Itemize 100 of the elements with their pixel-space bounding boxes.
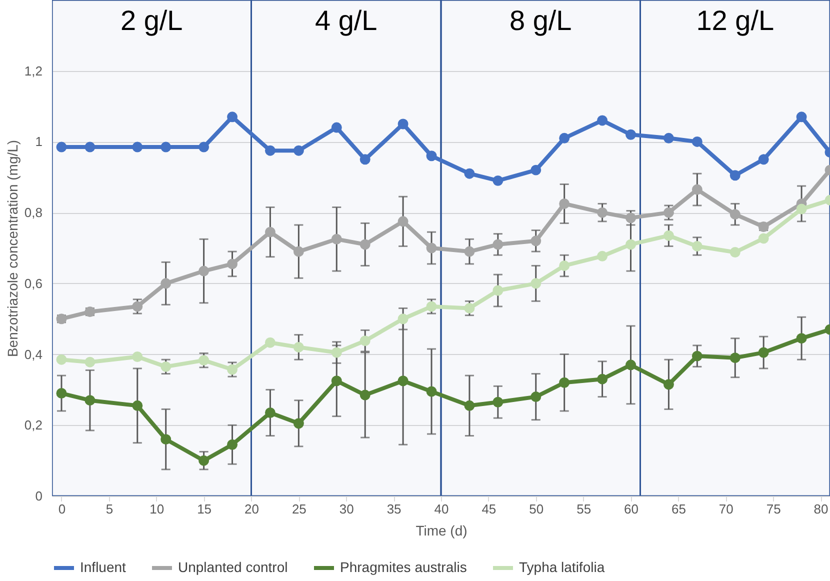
y-tick-label: 0,8 <box>24 205 42 220</box>
point <box>84 395 96 406</box>
legend-label: Phragmites australis <box>340 559 467 575</box>
point <box>730 170 740 181</box>
point <box>331 347 342 358</box>
point <box>597 250 608 262</box>
x-tick-label: 0 <box>58 502 66 516</box>
x-tick-label: 35 <box>386 502 402 516</box>
x-tick-label: 75 <box>766 502 781 516</box>
point <box>56 354 67 365</box>
point <box>758 154 769 165</box>
point <box>464 400 475 411</box>
point <box>398 216 408 227</box>
point <box>730 209 740 220</box>
y-axis-title: Benzotriazole concentration (mg/L) <box>4 140 20 358</box>
point <box>160 434 172 445</box>
band-label: 12 g/L <box>696 5 774 36</box>
point <box>626 212 636 224</box>
point <box>492 239 504 250</box>
point <box>132 400 143 411</box>
point <box>56 142 67 152</box>
point <box>293 145 304 156</box>
x-tick-label: 65 <box>671 502 686 516</box>
y-tick-label: 0,6 <box>24 276 42 291</box>
point <box>360 154 370 165</box>
point <box>663 230 674 241</box>
point <box>198 266 210 276</box>
point <box>132 142 143 152</box>
point <box>398 118 408 130</box>
legend-label: Unplanted control <box>178 559 288 575</box>
point <box>663 132 674 144</box>
point <box>796 333 807 344</box>
x-tick-label: 50 <box>529 502 544 516</box>
point <box>160 142 172 152</box>
point <box>264 226 276 238</box>
point <box>56 388 67 398</box>
point <box>492 285 504 296</box>
point <box>730 247 740 258</box>
point <box>758 233 769 244</box>
point <box>426 242 437 254</box>
point <box>492 175 504 186</box>
x-tick-label: 55 <box>576 502 592 516</box>
point <box>597 374 608 384</box>
point <box>559 260 570 271</box>
point <box>264 145 276 156</box>
x-tick-label: 40 <box>434 502 449 516</box>
point <box>398 314 408 324</box>
point <box>227 439 238 450</box>
point <box>730 352 740 364</box>
point <box>626 239 636 250</box>
point <box>597 115 608 126</box>
point <box>692 240 702 252</box>
x-tick-label: 70 <box>718 502 734 516</box>
point <box>360 336 370 346</box>
point <box>796 112 807 122</box>
point <box>464 168 475 179</box>
x-tick-label: 20 <box>244 502 259 516</box>
point <box>227 258 238 270</box>
point <box>331 234 342 244</box>
point <box>530 164 542 176</box>
point <box>132 301 143 312</box>
x-tick-label: 45 <box>482 502 496 516</box>
point <box>426 301 437 312</box>
point <box>160 278 172 289</box>
point <box>227 112 238 122</box>
point <box>559 377 570 388</box>
point <box>559 198 570 209</box>
point <box>464 302 475 314</box>
point <box>264 408 276 418</box>
y-tick-label: 1 <box>35 134 42 150</box>
point <box>530 236 542 246</box>
point <box>530 278 542 289</box>
point <box>426 386 437 397</box>
point <box>464 246 475 257</box>
point <box>293 342 304 352</box>
point <box>796 204 807 214</box>
point <box>198 355 210 366</box>
band-label: 2 g/L <box>120 5 183 36</box>
x-tick-label: 25 <box>292 502 306 516</box>
point <box>692 136 702 147</box>
point <box>84 356 96 368</box>
x-axis-title: Time (d) <box>416 522 468 538</box>
band-label: 8 g/L <box>509 5 572 36</box>
point <box>331 122 342 133</box>
point <box>597 207 608 218</box>
point <box>293 418 304 429</box>
point <box>692 350 702 362</box>
point <box>331 376 342 386</box>
point <box>160 361 172 372</box>
x-tick-label: 5 <box>106 502 114 516</box>
y-tick-label: 0,4 <box>24 346 42 362</box>
point <box>198 142 210 152</box>
point <box>530 392 542 402</box>
point <box>692 184 702 195</box>
x-tick-label: 15 <box>197 502 212 516</box>
point <box>360 390 370 400</box>
point <box>398 376 408 386</box>
band-label: 4 g/L <box>314 5 378 36</box>
point <box>293 246 304 257</box>
point <box>198 455 210 466</box>
